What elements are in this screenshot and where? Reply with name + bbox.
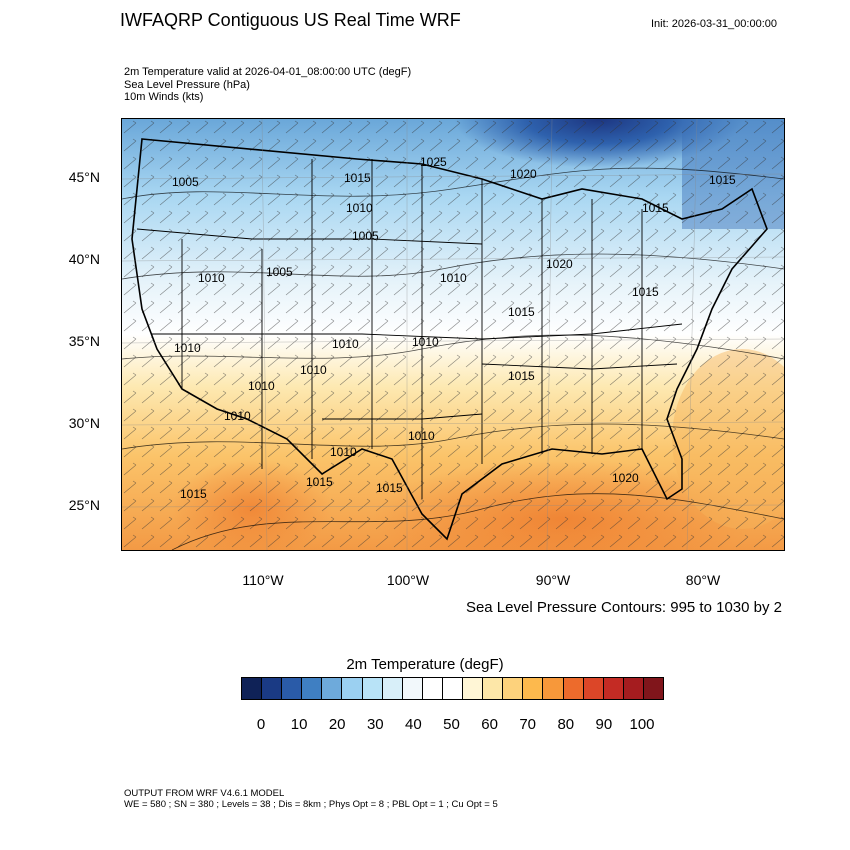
colorbar-swatch xyxy=(342,678,363,699)
pressure-label: 1010 xyxy=(412,335,439,349)
colorbar-swatch xyxy=(282,678,303,699)
lon-label: 110°W xyxy=(242,572,284,588)
lon-label: 80°W xyxy=(685,572,721,588)
colorbar-tick-label: 100 xyxy=(629,716,655,733)
lon-label: 100°W xyxy=(386,572,430,588)
pressure-label: 1015 xyxy=(642,201,669,215)
weather-map: 1025 1020 1015 1010 1005 1005 1005 1010 … xyxy=(121,118,785,551)
colorbar-tick-label: 90 xyxy=(595,716,613,733)
colorbar-swatch xyxy=(523,678,544,699)
colorbar-swatch xyxy=(382,678,403,699)
field-descriptions: 2m Temperature valid at 2026-04-01_08:00… xyxy=(124,66,411,104)
pressure-label: 1010 xyxy=(300,363,327,377)
colorbar-tick-label: 20 xyxy=(328,716,346,733)
pressure-label: 1015 xyxy=(376,481,403,495)
wind-field-label: 10m Winds (kts) xyxy=(124,91,204,103)
pressure-label: 1010 xyxy=(408,429,435,443)
pressure-label: 1020 xyxy=(612,471,639,485)
pressure-label: 1015 xyxy=(180,487,207,501)
colorbar-swatch xyxy=(242,678,263,699)
pressure-label: 1010 xyxy=(248,379,275,393)
colorbar-tick-label: 40 xyxy=(405,716,422,733)
init-time: Init: 2026-03-31_00:00:00 xyxy=(651,18,777,30)
map-canvas xyxy=(122,119,784,550)
model-version: OUTPUT FROM WRF V4.6.1 MODEL xyxy=(124,788,285,799)
pressure-label: 1010 xyxy=(198,271,225,285)
colorbar-swatch xyxy=(322,678,343,699)
colorbar-tick-label: 50 xyxy=(443,716,460,733)
colorbar xyxy=(241,677,664,700)
colorbar-swatch xyxy=(603,678,624,699)
pressure-field-label: Sea Level Pressure (hPa) xyxy=(124,78,250,91)
pressure-label: 1015 xyxy=(508,305,535,319)
colorbar-title: 2m Temperature (degF) xyxy=(346,656,504,673)
colorbar-tick-label: 0 xyxy=(256,716,266,733)
pressure-label: 1005 xyxy=(352,229,379,243)
lat-label: 35°N xyxy=(68,333,100,349)
pressure-label: 1015 xyxy=(709,173,736,187)
pressure-label: 1020 xyxy=(546,257,573,271)
pressure-label: 1015 xyxy=(344,171,371,185)
contour-note: Sea Level Pressure Contours: 995 to 1030… xyxy=(465,599,782,616)
colorbar-tick-label: 60 xyxy=(481,716,498,733)
plot-title: IWFAQRP Contiguous US Real Time WRF xyxy=(120,10,461,30)
pressure-label: 1005 xyxy=(266,265,293,279)
colorbar-swatch xyxy=(503,678,524,699)
model-config: WE = 580 ; SN = 380 ; Levels = 38 ; Dis … xyxy=(124,799,498,810)
pressure-label: 1010 xyxy=(346,201,373,215)
colorbar-swatch xyxy=(583,678,604,699)
lat-label: 30°N xyxy=(68,415,100,431)
model-footer: OUTPUT FROM WRF V4.6.1 MODEL WE = 580 ; … xyxy=(124,788,498,810)
lat-label: 25°N xyxy=(68,497,100,513)
pressure-label: 1010 xyxy=(330,445,357,459)
colorbar-swatch xyxy=(563,678,584,699)
pressure-label: 1015 xyxy=(632,285,659,299)
colorbar-swatch xyxy=(483,678,504,699)
pressure-label: 1010 xyxy=(440,271,467,285)
lat-label: 45°N xyxy=(68,169,100,185)
pressure-label: 1025 xyxy=(420,155,447,169)
colorbar-swatch xyxy=(643,678,663,699)
pressure-label: 1005 xyxy=(172,175,199,189)
colorbar-swatch xyxy=(422,678,443,699)
pressure-label: 1015 xyxy=(508,369,535,383)
colorbar-swatch xyxy=(362,678,383,699)
pressure-label: 1010 xyxy=(174,341,201,355)
colorbar-swatch xyxy=(543,678,564,699)
colorbar-tick-label: 10 xyxy=(290,716,308,733)
colorbar-swatch xyxy=(463,678,484,699)
colorbar-swatch xyxy=(442,678,464,699)
pressure-label: 1015 xyxy=(306,475,333,489)
colorbar-swatch xyxy=(402,678,423,699)
pressure-label: 1010 xyxy=(332,337,359,351)
colorbar-tick-label: 70 xyxy=(519,716,537,733)
colorbar-swatch xyxy=(262,678,283,699)
lon-label: 90°W xyxy=(535,572,571,588)
colorbar-swatch xyxy=(623,678,644,699)
colorbar-tick-label: 30 xyxy=(366,716,384,733)
temperature-field-label: 2m Temperature valid at 2026-04-01_08:00… xyxy=(124,66,412,78)
colorbar-tick-label: 80 xyxy=(557,716,575,733)
pressure-label: 1010 xyxy=(224,409,251,423)
colorbar-swatch xyxy=(302,678,323,699)
pressure-label: 1020 xyxy=(510,167,537,181)
lat-label: 40°N xyxy=(68,251,100,267)
